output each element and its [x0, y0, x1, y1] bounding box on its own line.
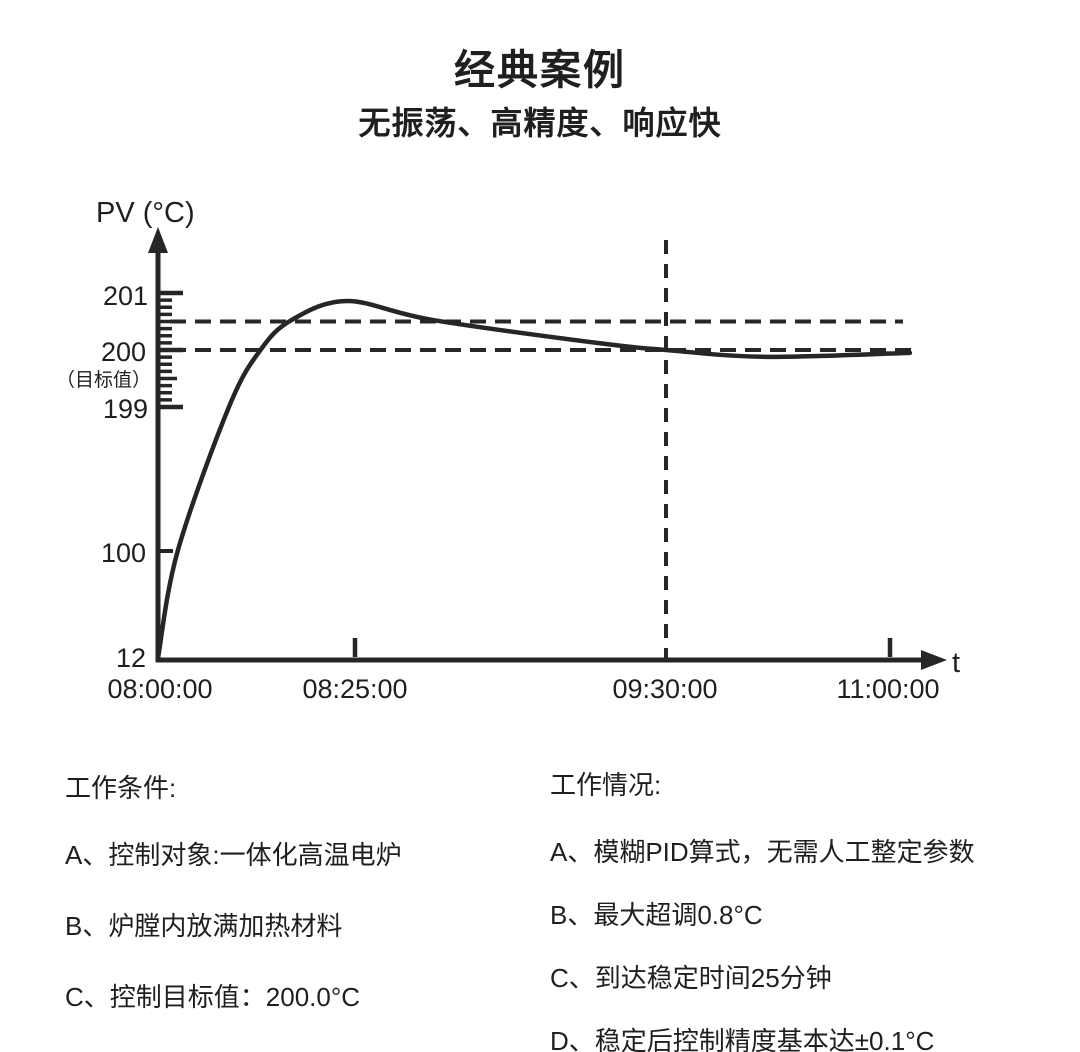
- x-axis-ticks: [352, 638, 893, 657]
- y-label-201: 201: [103, 281, 148, 311]
- result-item-a: A、模糊PID算式，无需人工整定参数: [550, 837, 975, 867]
- y-label-200: 200: [101, 337, 146, 367]
- x-axis-arrow-icon: [921, 650, 947, 670]
- working-conditions-list: 工作条件: A、控制对象:一体化高温电炉 B、炉膛内放满加热材料 C、控制目标值…: [65, 768, 515, 1048]
- working-results-list: 工作情况: A、模糊PID算式，无需人工整定参数 B、最大超调0.8°C C、到…: [550, 765, 1050, 1052]
- y-axis-fine-ticks: [160, 290, 183, 410]
- condition-item-c: C、控制目标值：200.0°C: [65, 982, 361, 1012]
- y-label-12: 12: [116, 643, 146, 673]
- condition-item-a: A、控制对象:一体化高温电炉: [65, 840, 402, 870]
- y-axis-title: PV (°C): [96, 197, 195, 229]
- result-item-b: B、最大超调0.8°C: [550, 900, 763, 930]
- y-label-199: 199: [103, 394, 148, 424]
- condition-item-b: B、炉膛内放满加热材料: [65, 911, 343, 941]
- result-item-c: C、到达稳定时间25分钟: [550, 963, 832, 993]
- results-heading: 工作情况:: [550, 770, 662, 800]
- y-label-target-note: （目标值）: [56, 369, 151, 391]
- x-label-0800: 08:00:00: [107, 674, 212, 704]
- pv-curve: [155, 298, 913, 661]
- page-title: 经典案例: [454, 47, 626, 93]
- x-axis-title: t: [952, 647, 960, 679]
- y-label-100: 100: [101, 538, 146, 568]
- x-label-1100: 11:00:00: [836, 674, 939, 704]
- x-label-0930: 09:30:00: [612, 674, 717, 704]
- conditions-heading: 工作条件:: [65, 773, 177, 803]
- page-subtitle: 无振荡、高精度、响应快: [358, 105, 722, 141]
- x-label-0825: 08:25:00: [302, 674, 407, 704]
- result-item-d: D、稳定后控制精度基本达±0.1°C: [550, 1026, 935, 1052]
- y-axis-arrow-icon: [148, 227, 168, 253]
